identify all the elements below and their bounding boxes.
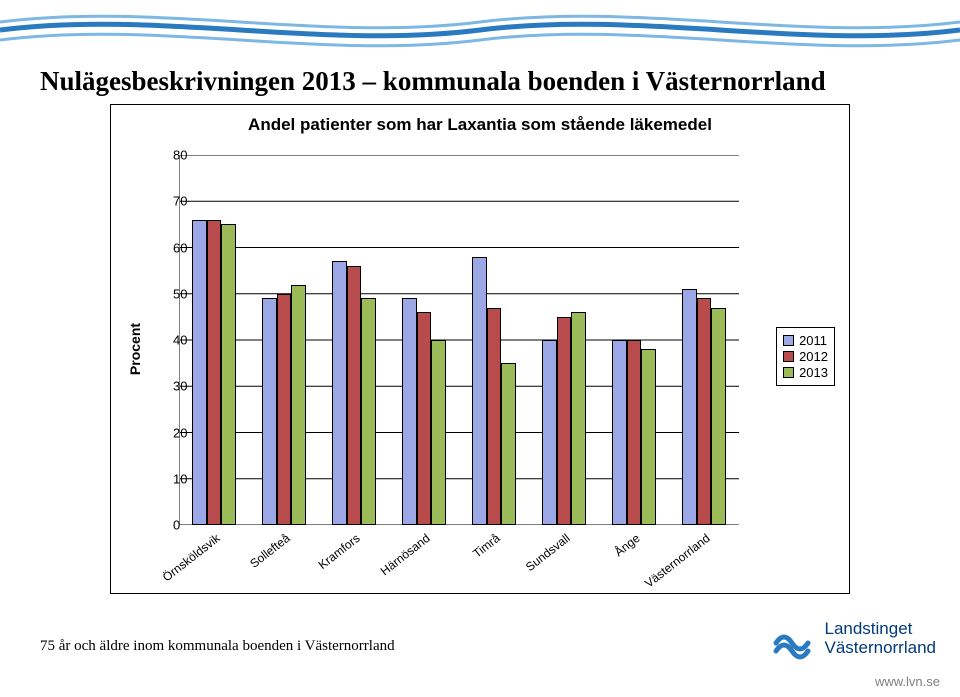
x-tick-label: Västernorrland [642,531,713,590]
bar [221,224,236,525]
legend-item: 2013 [783,365,828,380]
chart-plot-area [179,155,739,525]
x-tick-label: Härnösand [378,531,433,578]
x-tick-label: Timrå [470,531,502,561]
bar [277,294,292,525]
bar [711,308,726,525]
logo: Landstinget Västernorrland [770,617,936,661]
logo-line1: Landstinget [824,620,936,639]
bar [332,261,347,525]
chart-title: Andel patienter som har Laxantia som stå… [111,115,849,135]
chart-container: Andel patienter som har Laxantia som stå… [110,104,850,594]
y-axis-title: Procent [127,323,143,375]
bar [557,317,572,525]
logo-text: Landstinget Västernorrland [824,620,936,657]
bar [417,312,432,525]
bar [431,340,446,525]
legend-item: 2011 [783,333,828,348]
bar [472,257,487,525]
chart-legend: 201120122013 [776,327,835,386]
x-tick-label: Sundsvall [523,531,573,574]
x-tick-label: Örnsköldsvik [160,531,223,584]
bar [641,349,656,525]
bar [542,340,557,525]
x-tick-label: Ånge [612,531,643,559]
footer-url: www.lvn.se [875,674,940,689]
bar [612,340,627,525]
x-tick-label: Kramfors [316,531,363,572]
footnote: 75 år och äldre inom kommunala boenden i… [40,638,395,655]
legend-label: 2011 [799,333,827,348]
bar [402,298,417,525]
legend-label: 2012 [799,349,828,364]
bar [347,266,362,525]
header-waves [0,0,960,60]
bar [501,363,516,525]
bar [361,298,376,525]
x-tick-label: Sollefteå [247,531,292,571]
bar [682,289,697,525]
landstinget-logo-icon [770,617,814,661]
legend-swatch [783,351,794,362]
bar [262,298,277,525]
bar [192,220,207,525]
bar [571,312,586,525]
bar [697,298,712,525]
bar [487,308,502,525]
legend-swatch [783,367,794,378]
bar [627,340,642,525]
legend-label: 2013 [799,365,828,380]
bar [207,220,222,525]
legend-item: 2012 [783,349,828,364]
bar [291,285,306,526]
slide-title: Nulägesbeskrivningen 2013 – kommunala bo… [40,66,826,97]
legend-swatch [783,335,794,346]
logo-line2: Västernorrland [824,639,936,658]
